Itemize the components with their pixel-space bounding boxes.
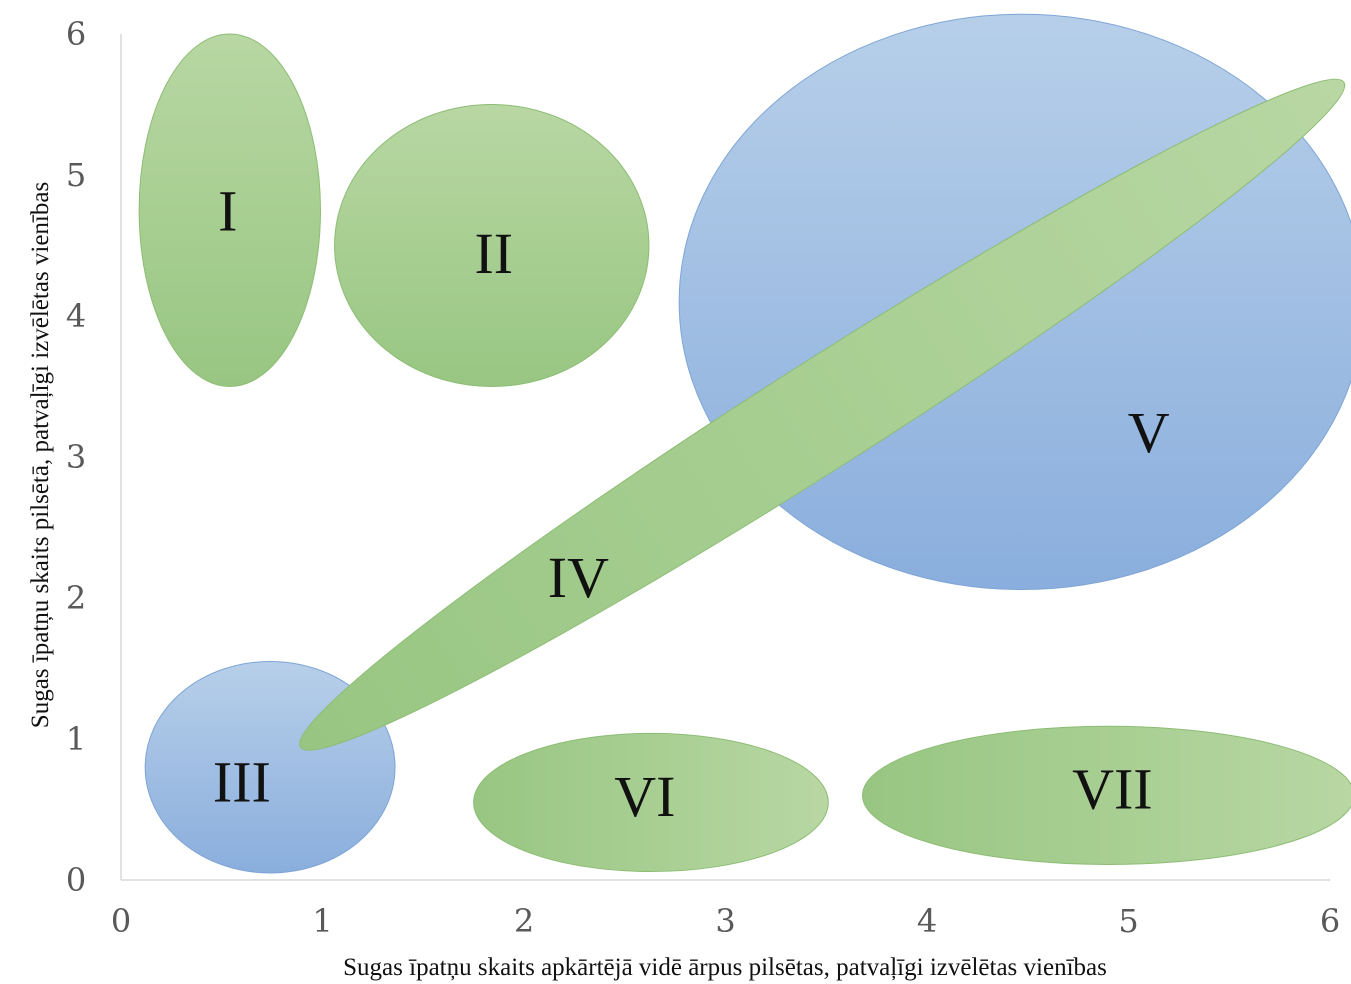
region-vii xyxy=(862,725,1351,865)
region-label-vi: VI xyxy=(614,764,675,829)
region-vi xyxy=(473,732,829,873)
region-label-ii: II xyxy=(474,221,513,286)
y-tick-label: 3 xyxy=(66,438,86,476)
y-tick-label: 4 xyxy=(66,297,86,335)
x-tick-label: 5 xyxy=(1118,902,1138,940)
regions xyxy=(138,13,1351,874)
region-i xyxy=(138,33,321,387)
region-label-vii: VII xyxy=(1072,757,1153,822)
x-tick-label: 0 xyxy=(111,902,131,940)
y-tick-label: 5 xyxy=(66,156,86,194)
x-tick-label: 3 xyxy=(715,902,735,940)
axes xyxy=(120,34,1330,881)
region-ii xyxy=(334,104,650,387)
region-iv xyxy=(299,78,1346,751)
x-tick-label: 6 xyxy=(1320,902,1340,940)
y-axis-title: Sugas īpatņu skaits pilsētā, patvaļīgi i… xyxy=(27,182,54,728)
y-tick-label: 2 xyxy=(66,579,86,617)
y-tick-label: 1 xyxy=(66,720,86,758)
x-tick-label: 2 xyxy=(514,902,534,940)
region-label-v: V xyxy=(1128,400,1170,465)
x-tick-label: 1 xyxy=(312,902,332,940)
region-label-iii: III xyxy=(213,750,271,815)
y-tick-label: 0 xyxy=(66,861,86,899)
ticks: 0 1 2 3 4 5 6 0 1 2 3 4 5 6 xyxy=(66,15,1340,940)
x-tick-label: 4 xyxy=(917,902,937,940)
region-label-i: I xyxy=(218,179,237,244)
y-tick-label: 6 xyxy=(66,15,86,53)
x-axis-title: Sugas īpatņu skaits apkārtējā vidē ārpus… xyxy=(343,954,1107,981)
region-label-iv: IV xyxy=(548,545,609,610)
